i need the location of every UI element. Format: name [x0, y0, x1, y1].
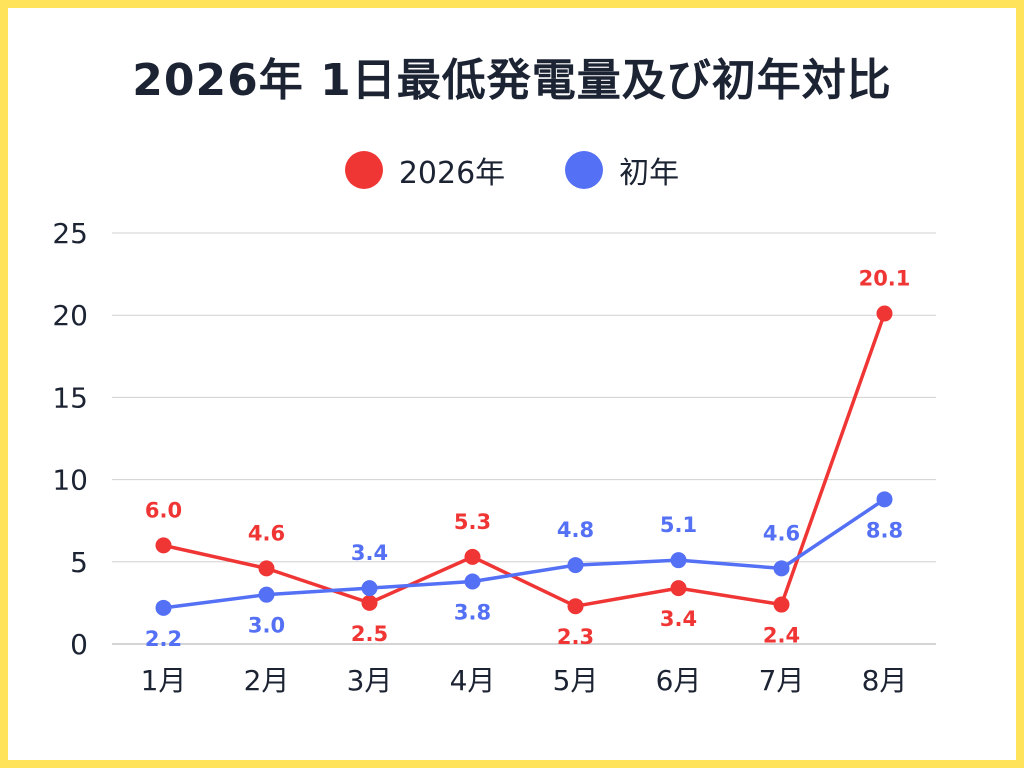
data-label-series-2: 4.8	[557, 518, 594, 542]
data-point-series-1	[464, 548, 481, 565]
x-tick-label: 6月	[656, 664, 702, 697]
chart-legend: 2026年 初年	[0, 148, 1024, 192]
data-point-series-1	[567, 598, 584, 615]
data-label-series-2: 2.2	[145, 627, 182, 651]
x-tick-label: 3月	[347, 664, 393, 697]
data-label-series-1: 4.6	[248, 521, 285, 545]
data-point-series-2	[464, 573, 481, 590]
data-label-series-1: 2.3	[557, 625, 594, 649]
legend-item-series-1: 2026年	[344, 148, 506, 192]
y-tick-label: 25	[52, 217, 88, 250]
data-point-series-1	[876, 305, 893, 322]
x-tick-label: 7月	[759, 664, 805, 697]
data-label-series-1: 5.3	[454, 510, 491, 534]
legend-label-series-1: 2026年	[398, 156, 506, 191]
legend-marker-series-1	[344, 151, 383, 189]
y-tick-label: 20	[52, 299, 88, 332]
data-point-series-2	[876, 491, 893, 508]
y-tick-label: 0	[70, 628, 88, 661]
y-tick-label: 5	[70, 546, 88, 579]
data-label-series-1: 2.5	[351, 622, 388, 646]
data-point-series-2	[567, 557, 584, 574]
data-label-series-2: 4.6	[763, 521, 800, 545]
data-label-series-2: 5.1	[660, 513, 697, 537]
legend-item-series-2: 初年	[565, 148, 679, 192]
data-point-series-1	[258, 560, 275, 577]
data-point-series-1	[773, 596, 790, 613]
x-tick-label: 8月	[862, 664, 908, 697]
x-tick-label: 2月	[244, 664, 290, 697]
data-label-series-1: 3.4	[660, 607, 697, 631]
data-label-series-2: 3.4	[351, 541, 388, 565]
y-tick-label: 15	[52, 381, 88, 414]
data-label-series-1: 2.4	[763, 624, 800, 648]
data-point-series-2	[155, 599, 172, 616]
legend-label-series-2: 初年	[619, 156, 680, 191]
data-label-series-1: 20.1	[859, 267, 911, 291]
data-label-series-2: 3.0	[248, 614, 285, 638]
legend-marker-series-2	[565, 151, 604, 189]
data-point-series-2	[258, 586, 275, 603]
y-tick-label: 10	[52, 464, 88, 497]
data-point-series-1	[670, 580, 687, 597]
data-label-series-1: 6.0	[145, 498, 182, 522]
x-tick-label: 1月	[141, 664, 187, 697]
data-label-series-2: 3.8	[454, 601, 491, 625]
series-line-1	[161, 311, 887, 608]
data-point-series-2	[670, 552, 687, 569]
data-point-series-1	[155, 537, 172, 554]
x-tick-label: 5月	[553, 664, 599, 697]
series-line-2	[161, 497, 887, 610]
data-point-series-2	[361, 580, 378, 597]
x-tick-label: 4月	[450, 664, 496, 697]
chart-title: 2026年 1日最低発電量及び初年対比	[132, 55, 892, 106]
data-point-series-1	[361, 594, 378, 611]
data-point-series-2	[773, 560, 790, 577]
data-label-series-2: 8.8	[866, 518, 903, 542]
